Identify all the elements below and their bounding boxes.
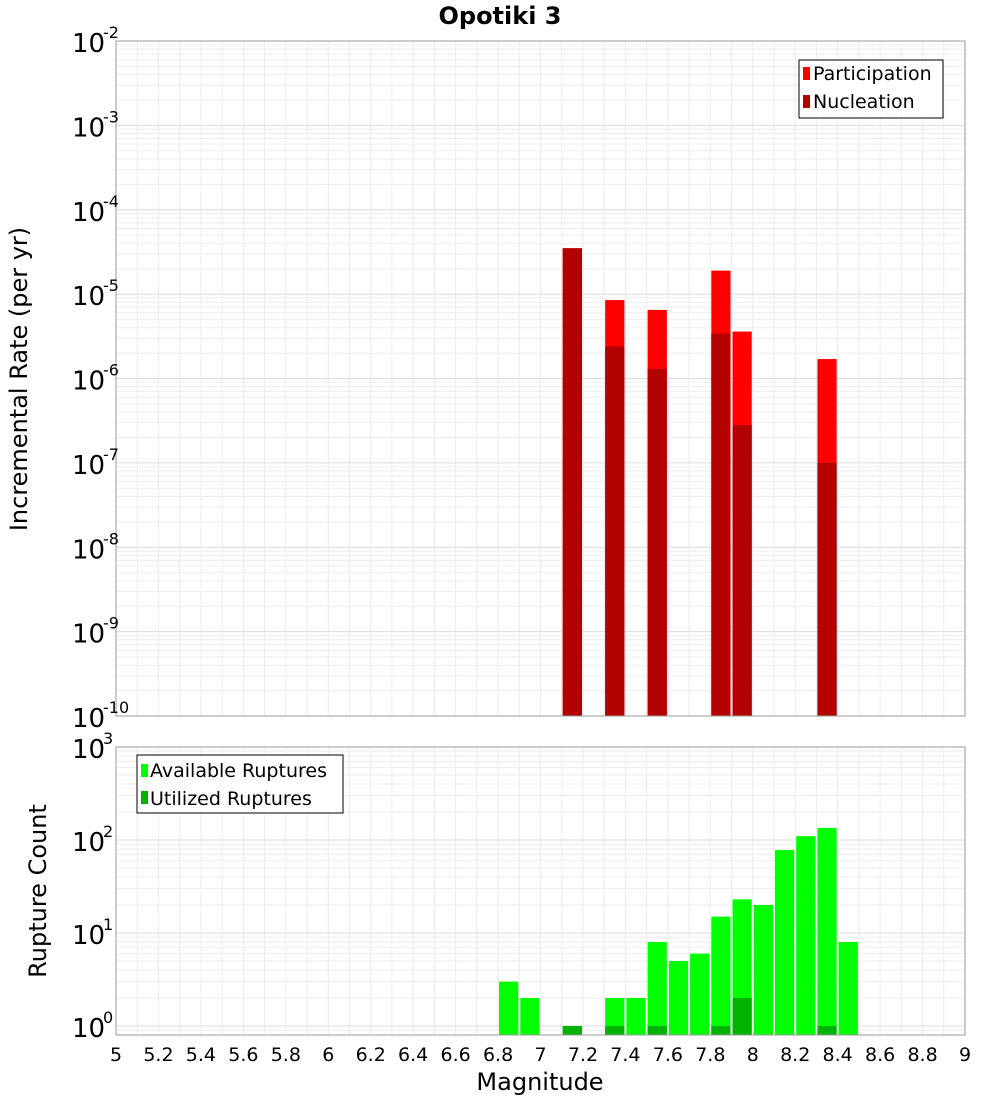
x-tick-label: 5.2 [143, 1044, 173, 1066]
y-tick-exponent: 1 [103, 915, 113, 934]
legend-swatch-nucleation [803, 95, 810, 108]
utilized-ruptures-bar [711, 1025, 731, 1035]
legend-swatch-available [141, 764, 148, 777]
x-tick-label: 5.6 [228, 1044, 258, 1066]
y-tick-label: 10 [72, 282, 105, 312]
top-plot-bars [562, 248, 837, 717]
x-tick-label: 7.2 [568, 1044, 598, 1066]
top-y-axis-label: Incremental Rate (per yr) [5, 227, 33, 531]
nucleation-bar [647, 368, 667, 716]
nucleation-bar [817, 462, 837, 716]
available-ruptures-bar [668, 960, 689, 1035]
x-tick-label: 8 [747, 1044, 759, 1066]
utilized-ruptures-bar [562, 1025, 582, 1035]
legend-swatch-participation [803, 67, 810, 80]
available-ruptures-bar [796, 836, 816, 1035]
top-legend-box [798, 59, 944, 119]
y-tick-exponent: -3 [103, 107, 119, 126]
available-ruptures-bar [838, 942, 858, 1035]
x-tick-label: 7.6 [653, 1044, 683, 1066]
top-legend: Participation Nucleation [798, 59, 944, 119]
x-tick-label: 6.2 [356, 1044, 386, 1066]
y-tick-label: 10 [72, 29, 105, 59]
x-tick-label: 9 [959, 1044, 971, 1066]
top-plot-grid [115, 41, 966, 717]
nucleation-bar [562, 248, 582, 717]
utilized-ruptures-bar [647, 1025, 667, 1035]
y-tick-exponent: 2 [103, 822, 113, 841]
y-tick-label: 10 [72, 620, 105, 650]
available-ruptures-bar [711, 916, 731, 1035]
nucleation-bar [732, 425, 752, 716]
available-ruptures-bar [753, 904, 773, 1035]
y-tick-label: 10 [72, 828, 105, 858]
available-ruptures-bar [499, 981, 519, 1035]
x-tick-label: 5 [110, 1044, 122, 1066]
nucleation-bar [711, 333, 731, 716]
y-tick-exponent: -6 [103, 361, 119, 380]
x-tick-label: 6.6 [440, 1044, 470, 1066]
y-tick-exponent: -9 [103, 614, 119, 633]
available-ruptures-bar [774, 850, 795, 1035]
x-tick-label: 8.8 [907, 1044, 937, 1066]
x-tick-label: 6 [322, 1044, 334, 1066]
x-axis-label: Magnitude [476, 1068, 603, 1096]
legend-label-available: Available Ruptures [150, 760, 327, 782]
x-tick-label: 7.8 [695, 1044, 725, 1066]
x-tick-label: 6.4 [398, 1044, 428, 1066]
x-tick-label: 7 [534, 1044, 546, 1066]
y-tick-label: 10 [72, 535, 105, 565]
available-ruptures-bar [520, 997, 540, 1035]
y-tick-exponent: -5 [103, 276, 119, 295]
bottom-plot-bars [499, 827, 858, 1035]
y-tick-label: 10 [72, 367, 105, 397]
x-tick-label: 5.4 [186, 1044, 216, 1066]
bottom-legend: Available Ruptures Utilized Ruptures [136, 754, 344, 814]
y-tick-label: 10 [72, 451, 105, 481]
x-tick-label: 8.4 [823, 1044, 853, 1066]
utilized-ruptures-bar [732, 997, 752, 1035]
legend-label-utilized: Utilized Ruptures [150, 788, 312, 810]
x-ticks: 5 5.2 5.4 5.6 5.8 6 6.2 6.4 6.6 6.8 7 7.2 7.4 7.6 7.8 8… [110, 1044, 971, 1066]
y-tick-exponent: -8 [103, 529, 119, 548]
nucleation-bar [605, 346, 625, 716]
y-tick-exponent: -7 [103, 445, 119, 464]
available-ruptures-bar [817, 827, 837, 1035]
y-tick-exponent: -10 [103, 698, 129, 717]
y-tick-label: 10 [72, 735, 105, 765]
y-tick-label: 10 [72, 704, 105, 734]
x-tick-label: 8.6 [865, 1044, 895, 1066]
x-tick-label: 6.8 [483, 1044, 513, 1066]
utilized-ruptures-bar [817, 1025, 837, 1035]
chart-title: Opotiki 3 [438, 2, 561, 30]
legend-label-nucleation: Nucleation [813, 91, 915, 113]
y-tick-exponent: -4 [103, 192, 119, 211]
available-ruptures-bar [626, 997, 646, 1035]
utilized-ruptures-bar [605, 1025, 625, 1035]
available-ruptures-bar [690, 953, 710, 1035]
y-tick-exponent: -2 [103, 23, 119, 42]
x-tick-label: 5.8 [271, 1044, 301, 1066]
available-ruptures-bar [605, 997, 625, 1035]
legend-label-participation: Participation [813, 63, 932, 85]
available-ruptures-bar [647, 942, 667, 1035]
y-tick-exponent: 0 [103, 1008, 113, 1027]
x-tick-label: 7.4 [610, 1044, 640, 1066]
top-plot-frame [115, 40, 966, 717]
legend-swatch-utilized [141, 791, 148, 804]
bottom-plot-frame [115, 746, 966, 1036]
y-tick-label: 10 [72, 113, 105, 143]
y-tick-label: 10 [72, 1014, 105, 1044]
x-tick-label: 8.2 [780, 1044, 810, 1066]
y-tick-label: 10 [72, 921, 105, 951]
y-tick-label: 10 [72, 198, 105, 228]
bottom-y-axis-label: Rupture Count [24, 804, 52, 978]
y-tick-exponent: 3 [103, 729, 113, 748]
bottom-legend-box [136, 754, 344, 814]
